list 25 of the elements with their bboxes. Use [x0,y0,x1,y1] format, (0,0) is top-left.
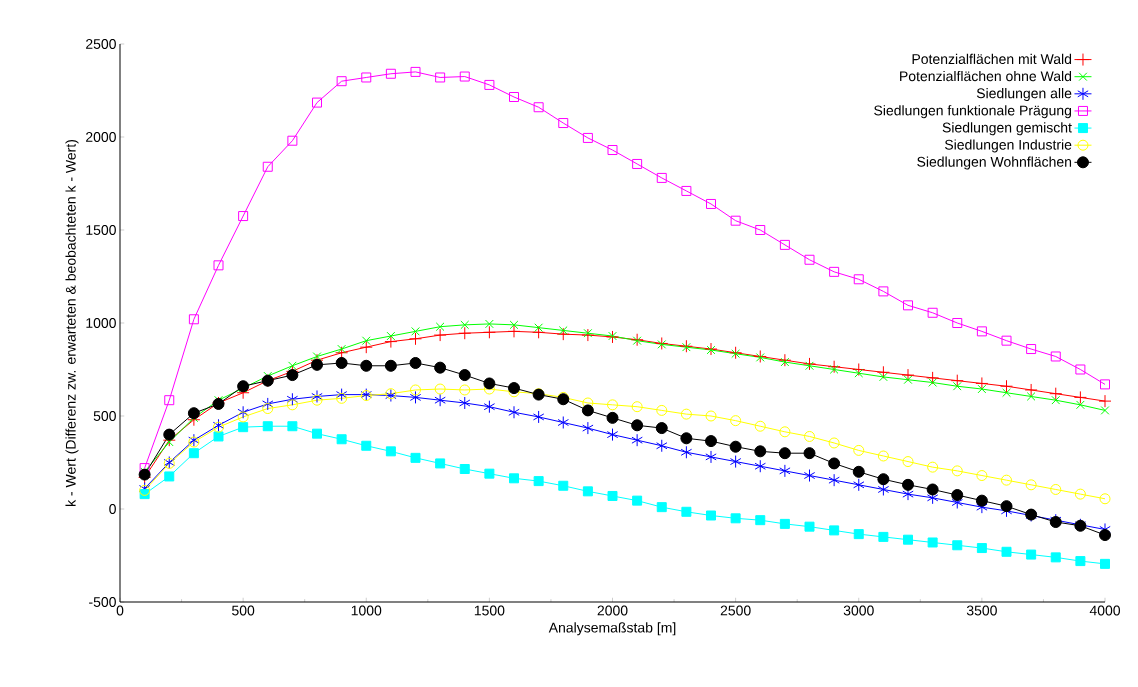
x-tick-label: 2500 [720,605,751,616]
y-axis-title: k - Wert (Differenz zw. erwarteten & beobachteten k - Wert) [65,140,79,506]
legend-label: Siedlungen funktionale Prägung [874,105,1072,119]
x-tick-label: 500 [232,605,255,616]
legend-label: Potenzialflächen mit Wald [912,53,1072,65]
x-tick-label: 3500 [966,605,997,616]
legend-label: Potenzialflächen ohne Wald [900,70,1072,82]
y-tick-label: -500 [89,597,116,607]
x-axis-title: Analysemaßstab [m] [548,622,676,636]
x-tick-label: 4000 [1089,605,1121,616]
legend-label: Siedlungen alle [976,88,1072,102]
y-tick-label: 1000 [86,318,116,328]
y-tick-label: 2000 [86,132,116,142]
y-tick-label: 500 [93,411,116,421]
y-tick-label: 0 [109,504,116,514]
legend-label: Siedlungen Wohnflächen [917,156,1072,170]
x-tick-label: 2000 [597,605,628,616]
x-tick-label: 1500 [474,605,505,616]
legend-label: Siedlungen gemischt [942,122,1072,136]
y-tick-label: 2500 [86,39,116,49]
x-tick-label: 1000 [351,605,382,616]
x-tick-label: 3000 [843,605,874,616]
y-tick-label: 1500 [86,225,116,235]
legend-label: Siedlungen Industrie [944,139,1072,153]
x-tick-label: 0 [116,605,124,616]
